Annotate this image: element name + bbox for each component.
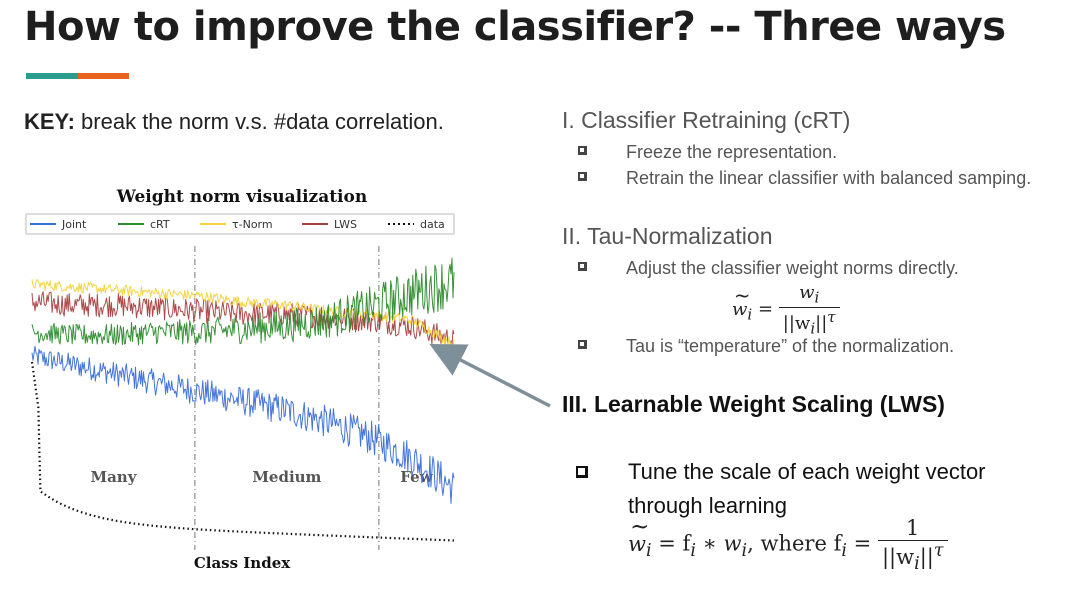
key-statement: KEY: break the norm v.s. #data correlati…	[24, 109, 444, 135]
weight-norm-chart: Weight norm visualization Joint cRT τ-Norm L…	[22, 180, 462, 580]
checkbox-icon	[578, 340, 587, 349]
bullet-text: Retrain the linear classifier with balan…	[626, 168, 1032, 188]
section-taunorm-heading: II. Tau-Normalization	[562, 223, 773, 249]
bullet-text: Tune the scale of each weight vector thr…	[628, 459, 986, 518]
legend-label: τ-Norm	[232, 218, 273, 231]
section-lws-heading: III. Learnable Weight Scaling (LWS)	[562, 391, 945, 417]
checkbox-icon	[578, 172, 587, 181]
bullet-text: Tau is “temperature” of the normalizatio…	[626, 336, 955, 356]
region-label: Many	[90, 468, 137, 486]
section-crt-heading: I. Classifier Retraining (cRT)	[562, 107, 851, 133]
region-label: Medium	[252, 468, 321, 486]
legend-label: Joint	[61, 218, 87, 231]
formula-fraction: wi ||wi||τ	[778, 282, 840, 337]
chart-legend	[25, 213, 455, 235]
legend-label: cRT	[150, 218, 170, 231]
tau-norm-formula: wi = wi ||wi||τ	[732, 282, 840, 337]
legend-label: data	[420, 218, 445, 231]
checkbox-icon	[578, 262, 587, 271]
slide-title: How to improve the classifier? -- Three …	[24, 4, 1006, 50]
checkbox-icon	[576, 466, 588, 478]
chart-title: Weight norm visualization	[116, 187, 367, 207]
formula-lhs: wi	[732, 284, 752, 323]
bullet-text: Freeze the representation.	[626, 142, 838, 162]
chart-svg: Weight norm visualization Joint cRT τ-Norm L…	[25, 187, 455, 572]
series-crt	[31, 257, 455, 346]
title-accent-orange	[78, 73, 129, 79]
series--norm	[31, 278, 455, 349]
bullet-text: Adjust the classifier weight norms direc…	[626, 258, 959, 278]
title-accent-teal	[26, 73, 78, 79]
series-joint	[31, 345, 455, 504]
lws-formula: wi = fi ∗ wi, where fi = 1 ||wi||τ	[628, 514, 948, 574]
key-label: KEY:	[24, 109, 75, 134]
region-label: Few	[400, 468, 433, 486]
checkbox-icon	[578, 146, 587, 155]
x-axis-label: Class Index	[194, 554, 291, 572]
key-text: break the norm v.s. #data correlation.	[74, 109, 444, 134]
legend-label: LWS	[334, 218, 357, 231]
